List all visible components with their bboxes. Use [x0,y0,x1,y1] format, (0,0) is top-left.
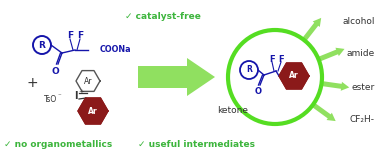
Text: ketone: ketone [217,106,248,115]
Polygon shape [76,71,100,91]
Text: F: F [278,56,284,65]
Polygon shape [302,18,321,41]
Text: +: + [78,89,84,95]
Text: COONa: COONa [100,45,132,54]
Polygon shape [311,103,336,121]
Text: ✓ no organometallics: ✓ no organometallics [4,140,112,149]
Circle shape [228,30,322,124]
Text: R: R [39,41,45,50]
Text: ester: ester [352,82,375,91]
Text: ✓ catalyst-free: ✓ catalyst-free [125,12,201,21]
Text: Ar: Ar [88,106,98,116]
Text: F: F [67,32,73,41]
Text: Ar: Ar [84,76,92,86]
Circle shape [240,61,258,79]
Text: R: R [246,65,252,75]
Polygon shape [138,58,215,96]
Text: alcohol: alcohol [342,17,375,26]
Text: ✓ useful intermediates: ✓ useful intermediates [138,140,255,149]
Polygon shape [279,63,309,89]
Text: Ar: Ar [289,71,299,80]
Text: CF₂H-: CF₂H- [350,114,375,123]
Text: F: F [77,32,83,41]
Text: +: + [26,76,38,90]
Polygon shape [318,48,344,62]
Text: amide: amide [347,49,375,58]
Text: O: O [51,67,59,75]
Text: F: F [269,56,275,65]
Polygon shape [78,98,108,124]
Polygon shape [321,81,349,91]
Text: TsO: TsO [44,95,57,103]
Text: ⁻: ⁻ [57,93,61,99]
Text: O: O [254,88,262,97]
Text: I: I [74,91,78,101]
Circle shape [33,36,51,54]
